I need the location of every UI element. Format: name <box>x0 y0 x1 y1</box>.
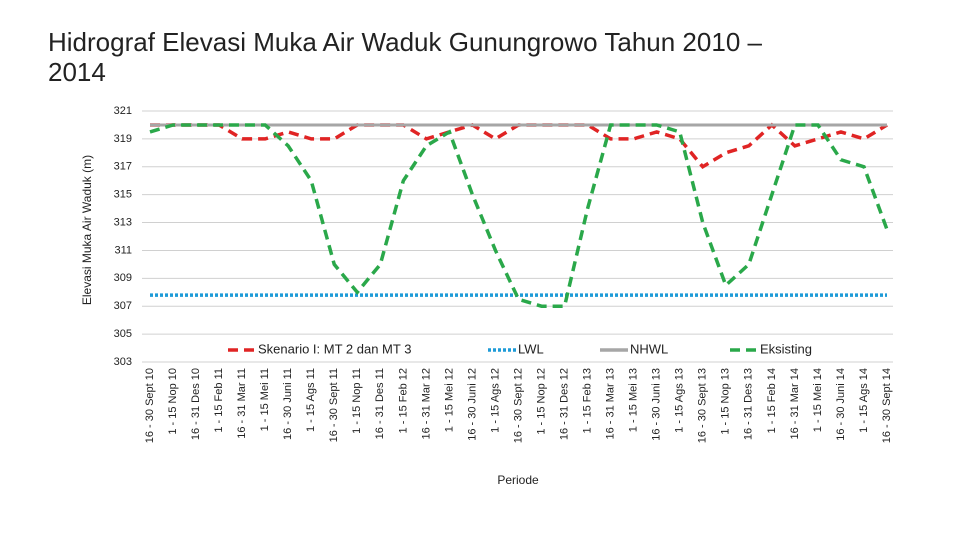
series-line <box>150 122 888 170</box>
x-tick-label: 1 - 15 Nop 11 <box>351 368 363 434</box>
legend-label: Skenario I: MT 2 dan MT 3 <box>258 341 411 356</box>
x-axis-title: Periode <box>497 473 539 487</box>
y-tick-label: 303 <box>114 356 132 368</box>
x-tick-label: 1 - 15 Feb 13 <box>582 368 594 433</box>
y-axis-title: Elevasi Muka Air Waduk (m) <box>80 155 94 305</box>
legend-label: NHWL <box>630 341 668 356</box>
x-tick-label: 16 - 30 Juni 11 <box>282 368 294 440</box>
x-tick-label: 16 - 31 Des 11 <box>374 368 386 439</box>
x-tick-label: 1 - 15 Ags 11 <box>305 368 317 432</box>
x-tick-label: 16 - 31 Mar 12 <box>420 368 432 440</box>
x-tick-label: 16 - 31 Mar 11 <box>236 368 248 439</box>
y-tick-label: 305 <box>114 328 132 340</box>
x-tick-label: 16 - 31 Mar 13 <box>605 368 617 440</box>
x-tick-label: 16 - 31 Des 10 <box>190 368 202 440</box>
x-tick-label: 1 - 15 Ags 12 <box>489 368 501 433</box>
x-tick-label: 16 - 30 Sept 11 <box>328 368 340 442</box>
x-tick-label: 1 - 15 Feb 11 <box>213 368 225 433</box>
x-tick-label: 1 - 15 Nop 13 <box>720 368 732 435</box>
x-tick-label: 16 - 30 Sept 10 <box>144 368 156 443</box>
legend-label: Eksisting <box>760 341 812 356</box>
x-tick-label: 1 - 15 Ags 13 <box>674 368 686 433</box>
x-tick-label: 16 - 30 Sept 14 <box>881 368 893 443</box>
y-tick-label: 317 <box>114 161 132 173</box>
series-line <box>149 123 889 308</box>
x-tick-label: 16 - 31 Des 13 <box>743 368 755 440</box>
y-tick-label: 315 <box>114 189 132 201</box>
x-tick-label: 1 - 15 Mei 13 <box>628 368 640 432</box>
y-tick-label: 313 <box>114 216 132 228</box>
x-tick-label: 1 - 15 Nop 10 <box>167 368 179 435</box>
x-tick-label: 1 - 15 Nop 12 <box>535 368 547 435</box>
y-tick-label: 319 <box>114 133 132 145</box>
x-tick-label: 16 - 30 Juni 14 <box>835 368 847 441</box>
x-tick-label: 16 - 31 Des 12 <box>558 368 570 440</box>
x-tick-label: 16 - 30 Juni 13 <box>651 368 663 441</box>
y-tick-label: 321 <box>114 105 132 117</box>
x-tick-label: 1 - 15 Mei 12 <box>443 368 455 432</box>
x-tick-label: 1 - 15 Mei 11 <box>259 368 271 431</box>
y-tick-label: 311 <box>114 244 132 256</box>
y-tick-label: 307 <box>114 300 132 312</box>
chart-title: Hidrograf Elevasi Muka Air Waduk Gunungr… <box>48 27 762 87</box>
x-tick-label: 1 - 15 Feb 14 <box>766 368 778 433</box>
x-tick-label: 16 - 30 Sept 13 <box>697 368 709 443</box>
y-tick-label: 309 <box>114 272 132 284</box>
x-tick-label: 16 - 30 Juni 12 <box>466 368 478 441</box>
legend-label: LWL <box>518 341 544 356</box>
x-tick-label: 16 - 30 Sept 12 <box>512 368 524 443</box>
x-tick-label: 1 - 15 Feb 12 <box>397 368 409 433</box>
x-tick-label: 1 - 15 Ags 14 <box>858 368 870 433</box>
x-tick-label: 1 - 15 Mei 14 <box>812 368 824 432</box>
x-tick-label: 16 - 31 Mar 14 <box>789 368 801 440</box>
